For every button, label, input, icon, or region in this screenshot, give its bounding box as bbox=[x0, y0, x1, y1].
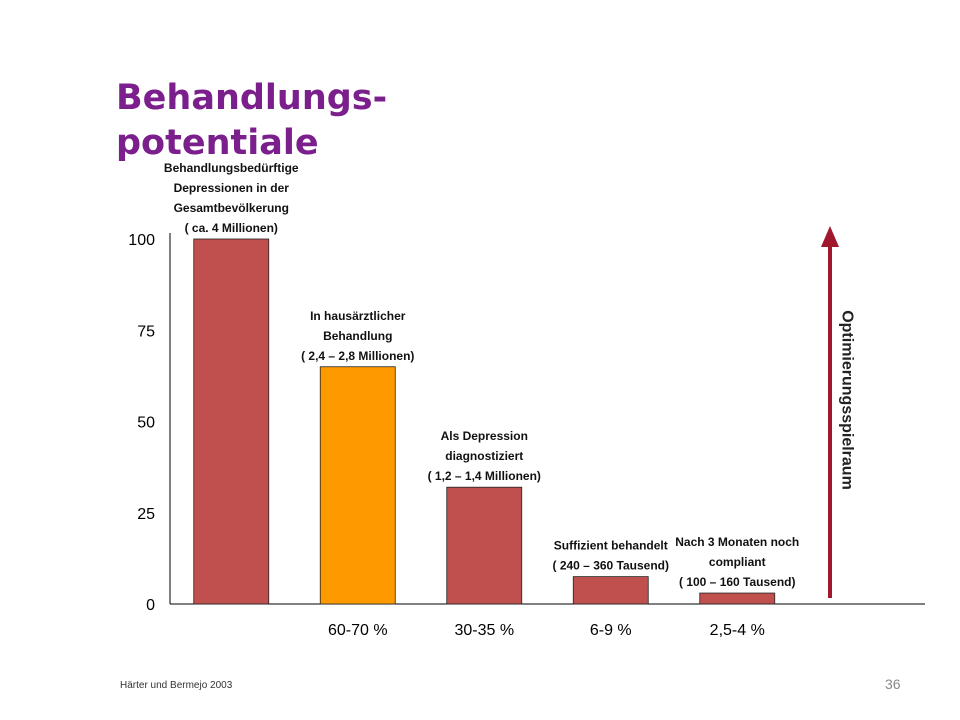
bar-annotation: Gesamtbevölkerung bbox=[174, 201, 289, 215]
x-tick-labels: 60-70 % 30-35 % 6-9 % 2,5-4 % bbox=[328, 622, 765, 639]
title-line-1: Behandlungs- bbox=[116, 78, 388, 118]
x-tick-label: 60-70 % bbox=[328, 622, 388, 639]
title-line-2: potentiale bbox=[116, 123, 319, 163]
y-tick-label: 50 bbox=[137, 415, 155, 432]
bar-annotation: ( 100 – 160 Tausend) bbox=[679, 575, 796, 589]
bar bbox=[572, 576, 649, 605]
slide-title: Behandlungs- potentiale bbox=[116, 76, 387, 166]
page-number: 36 bbox=[885, 676, 901, 692]
bar-annotation: diagnostiziert bbox=[445, 449, 523, 463]
bar-annotation: Behandlung bbox=[323, 329, 392, 343]
y-tick-label: 0 bbox=[146, 597, 155, 614]
bar-annotation: Suffizient behandelt bbox=[554, 539, 668, 553]
y-tick-label: 75 bbox=[137, 323, 155, 340]
bar-annotation: Als Depression bbox=[441, 429, 528, 443]
citation: Härter und Bermejo 2003 bbox=[120, 680, 233, 691]
x-tick-label: 2,5-4 % bbox=[710, 622, 765, 639]
bar bbox=[319, 366, 396, 605]
arrow-label: Optimierungsspielraum bbox=[839, 310, 856, 490]
bar-annotation: Depressionen in der bbox=[174, 181, 290, 195]
bar-annotation: ( 2,4 – 2,8 Millionen) bbox=[301, 349, 414, 363]
arrow-head bbox=[821, 226, 839, 247]
bar-annotation: ( 1,2 – 1,4 Millionen) bbox=[428, 469, 541, 483]
bar-annotation: ( ca. 4 Millionen) bbox=[185, 221, 278, 235]
bar-annotation: compliant bbox=[709, 555, 766, 569]
bars bbox=[193, 238, 776, 605]
bar-annotation: Behandlungsbedürftige bbox=[164, 161, 299, 175]
bar-annotation: ( 240 – 360 Tausend) bbox=[553, 559, 670, 573]
y-tick-label: 25 bbox=[137, 506, 155, 523]
y-tick-label: 100 bbox=[128, 232, 155, 249]
x-tick-label: 6-9 % bbox=[590, 622, 632, 639]
bar-annotation: In hausärztlicher bbox=[310, 309, 406, 323]
optimization-arrow bbox=[821, 226, 839, 598]
x-tick-label: 30-35 % bbox=[454, 622, 514, 639]
bar bbox=[699, 592, 776, 605]
bar-annotations: Behandlungsbedürftige Depressionen in der… bbox=[164, 161, 799, 589]
y-axis: 0 25 50 75 100 bbox=[128, 232, 925, 614]
bar bbox=[446, 486, 523, 605]
bar bbox=[193, 238, 270, 605]
bar-annotation: Nach 3 Monaten noch bbox=[675, 535, 799, 549]
